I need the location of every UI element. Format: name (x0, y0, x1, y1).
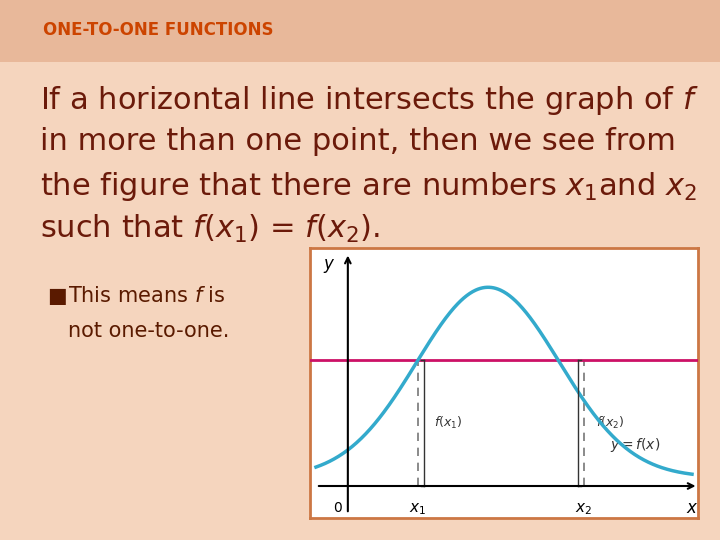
Text: in more than one point, then we see from: in more than one point, then we see from (40, 127, 675, 156)
Text: This means $\it{f}$ is: This means $\it{f}$ is (68, 286, 226, 306)
Text: ■: ■ (47, 286, 66, 306)
Text: $f(x_1)$: $f(x_1)$ (434, 415, 462, 431)
Text: $x_2$: $x_2$ (575, 501, 593, 517)
Text: not one-to-one.: not one-to-one. (68, 321, 230, 341)
Text: the figure that there are numbers $\it{x}_1$and $\it{x}_2$: the figure that there are numbers $\it{x… (40, 170, 696, 203)
Text: $x$: $x$ (686, 499, 698, 517)
Text: $y$: $y$ (323, 257, 335, 275)
FancyBboxPatch shape (0, 0, 720, 62)
Text: If a horizontal line intersects the graph of $\it{f}$: If a horizontal line intersects the grap… (40, 84, 698, 117)
Text: $y = f(x)$: $y = f(x)$ (610, 436, 660, 454)
Text: $f(x_2)$: $f(x_2)$ (596, 415, 625, 431)
Text: ONE-TO-ONE FUNCTIONS: ONE-TO-ONE FUNCTIONS (43, 21, 274, 39)
Text: 0: 0 (333, 501, 341, 515)
Text: such that $\it{f}$($\it{x}_1$) = $\it{f}$($\it{x}_2$).: such that $\it{f}$($\it{x}_1$) = $\it{f}… (40, 213, 379, 245)
Text: $x_1$: $x_1$ (410, 501, 426, 517)
